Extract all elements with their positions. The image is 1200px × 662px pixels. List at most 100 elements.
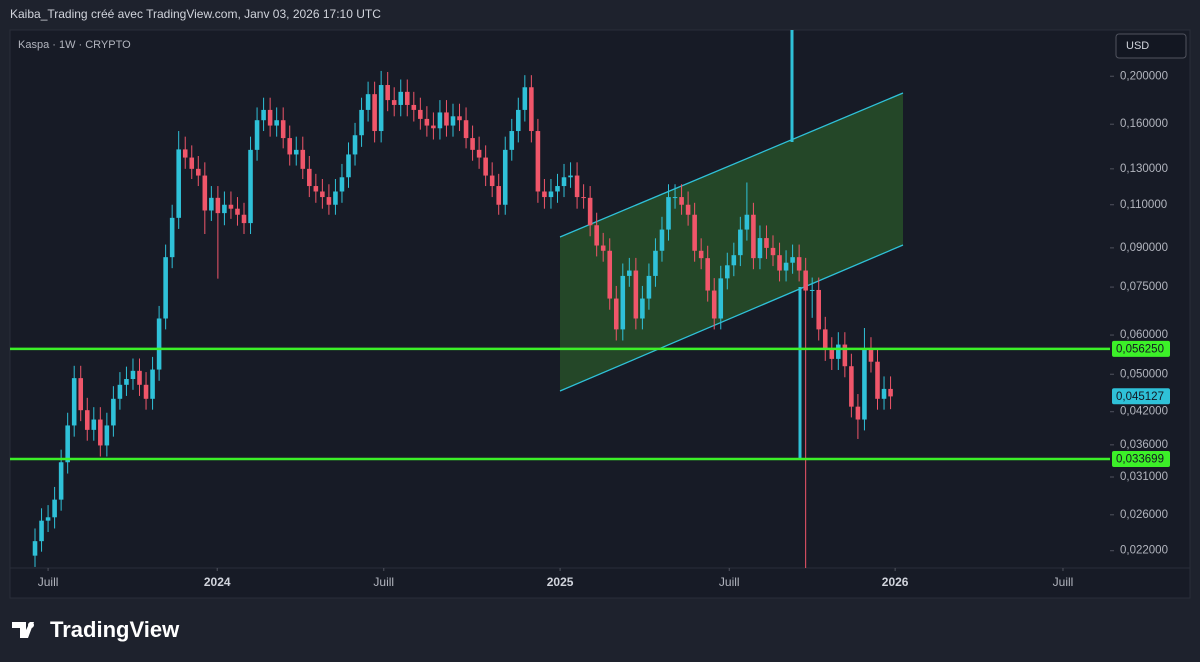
candle-body [600, 245, 606, 251]
y-tick-label: 0,200000 [1120, 70, 1168, 82]
candle-body [783, 262, 789, 271]
candle-body [679, 197, 684, 205]
candle-body [542, 191, 547, 198]
candle-body [516, 109, 521, 132]
candle-body [137, 370, 142, 385]
candle-body [685, 204, 691, 215]
candle-body [496, 186, 501, 205]
candle-body [222, 204, 227, 214]
candle-body [836, 344, 841, 359]
candle-body [98, 419, 103, 446]
candle-body [816, 289, 822, 330]
candle-body [359, 109, 364, 136]
candle-body [672, 197, 678, 199]
candle-body [404, 91, 410, 105]
currency-button[interactable] [1115, 33, 1187, 59]
y-tick-label: 0,042000 [1120, 406, 1168, 418]
candle-body [163, 257, 168, 319]
candle-body [365, 94, 371, 110]
candle-body [339, 177, 345, 192]
candle-body [78, 378, 84, 411]
candle-body [300, 149, 306, 169]
candle-body [196, 168, 201, 176]
candle-body [483, 157, 488, 176]
candle-body [613, 298, 619, 330]
candle-body [58, 462, 64, 500]
chart-title: Kaspa · 1W · CRYPTO [18, 39, 131, 51]
candle-body [235, 208, 240, 215]
candle-body [738, 229, 743, 256]
candles [32, 70, 893, 568]
x-tick-label: Juill [719, 575, 740, 589]
candle-body [418, 109, 423, 119]
candle-body [111, 398, 116, 426]
brand: TradingView [50, 617, 180, 642]
y-tick-label: 0,160000 [1120, 118, 1168, 130]
y-tick-label: 0,075000 [1120, 281, 1168, 293]
candle-body [698, 250, 704, 259]
candle-body [130, 370, 136, 380]
candle-body [209, 197, 214, 211]
candle-body [705, 258, 710, 291]
candle-body [607, 250, 613, 299]
candle-body [372, 94, 377, 132]
candle-body [124, 379, 129, 385]
x-tick-label: 2024 [204, 575, 231, 589]
candle-body [777, 255, 782, 271]
candle-body [764, 238, 769, 248]
y-tick-label: 0,050000 [1120, 368, 1168, 380]
attribution: Kaiba_Trading créé avec TradingView.com,… [10, 7, 381, 21]
last-price-label: 0,045127 [1116, 391, 1164, 403]
candle-body [431, 125, 436, 129]
candle-body [620, 275, 626, 330]
logo-dot [28, 622, 34, 628]
candle-body [39, 520, 44, 542]
candle-body [52, 499, 57, 518]
y-tick-label: 0,022000 [1120, 545, 1168, 557]
candle-body [457, 116, 462, 121]
candle-body [202, 175, 208, 211]
level-label: 0,033699 [1116, 454, 1164, 466]
candle-body [809, 289, 815, 291]
candle-body [568, 175, 573, 178]
candle-body [666, 197, 671, 230]
candle-body [888, 388, 893, 397]
candle-body [176, 149, 181, 218]
candle-body [346, 154, 351, 178]
drawings [559, 30, 904, 460]
candle-body [326, 197, 332, 205]
y-tick-label: 0,031000 [1120, 471, 1168, 483]
candle-body [378, 85, 384, 132]
candle-body [241, 214, 247, 224]
candle-body [646, 275, 652, 299]
y-tick-label: 0,110000 [1120, 199, 1167, 211]
candle-body [71, 378, 77, 426]
candle-body [424, 118, 430, 126]
candle-body [574, 175, 580, 198]
level-label-box [1112, 451, 1170, 468]
candle-body [659, 229, 665, 251]
candle-body [627, 270, 632, 276]
candle-body [248, 149, 253, 224]
candle-body [32, 541, 38, 556]
candle-body [692, 214, 697, 251]
candle-body [307, 168, 312, 187]
candle-body [796, 257, 802, 271]
candle-body [751, 214, 756, 259]
candle-body [489, 175, 495, 187]
candle-body [770, 247, 776, 256]
candle-body [535, 131, 541, 192]
currency[interactable]: USD [1126, 40, 1149, 52]
candle-body [868, 349, 874, 362]
candle-body [803, 270, 808, 291]
channel-lower [559, 244, 904, 392]
x-tick-label: 2025 [547, 575, 574, 589]
candle-body [522, 87, 528, 110]
candle-body [182, 149, 188, 158]
candle-body [313, 186, 319, 192]
candle-body [274, 120, 279, 126]
candle-body [653, 250, 658, 276]
candle-body [437, 112, 443, 129]
